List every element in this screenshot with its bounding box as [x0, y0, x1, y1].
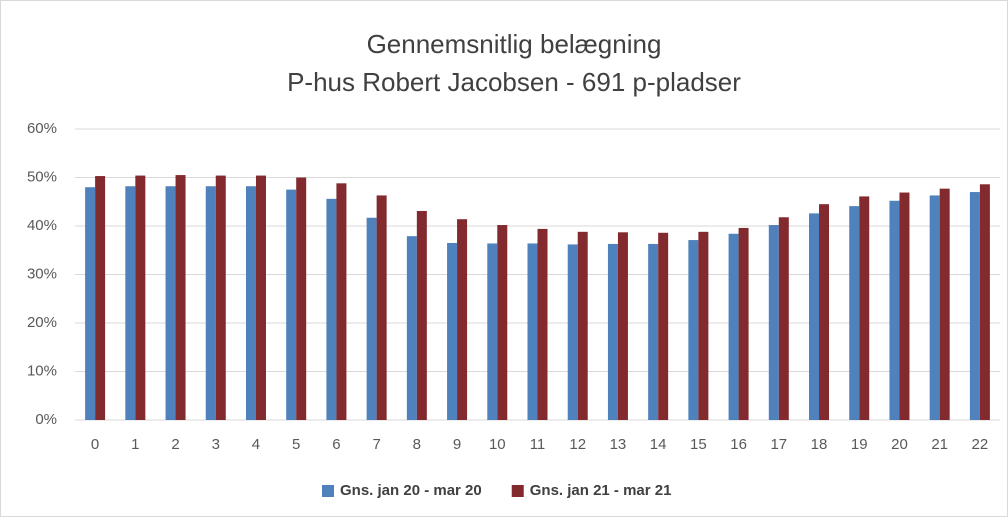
bar — [487, 243, 498, 420]
chart-subtitle: P-hus Robert Jacobsen - 691 p-pladser — [287, 67, 741, 97]
y-tick-label: 30% — [27, 265, 57, 282]
bar — [296, 177, 307, 420]
bar — [577, 231, 588, 420]
bar — [175, 175, 186, 420]
y-tick-label: 50% — [27, 168, 57, 185]
bar — [889, 200, 900, 420]
bar — [205, 186, 216, 420]
bar — [215, 175, 226, 420]
bar — [416, 210, 427, 420]
x-tick-label: 22 — [972, 436, 989, 453]
x-tick-label: 17 — [770, 436, 787, 453]
bar — [245, 186, 256, 420]
x-tick-label: 21 — [931, 436, 948, 453]
x-tick-label: 18 — [811, 436, 828, 453]
bar — [527, 243, 538, 420]
x-tick-label: 2 — [171, 436, 179, 453]
bar — [406, 236, 417, 420]
bar — [768, 225, 779, 420]
bar — [286, 189, 297, 420]
y-tick-label: 10% — [27, 362, 57, 379]
bar — [85, 187, 96, 420]
x-tick-label: 3 — [212, 436, 220, 453]
y-tick-label: 20% — [27, 314, 57, 331]
bar — [326, 198, 337, 420]
x-tick-label: 6 — [332, 436, 340, 453]
bar — [939, 188, 950, 420]
bar — [859, 196, 870, 420]
x-tick-label: 13 — [610, 436, 627, 453]
legend-label: Gns. jan 21 - mar 21 — [530, 482, 672, 499]
bar — [849, 206, 860, 420]
bar — [255, 175, 266, 420]
x-tick-label: 15 — [690, 436, 707, 453]
x-tick-label: 12 — [569, 436, 586, 453]
bar — [617, 232, 628, 420]
y-tick-label: 0% — [35, 411, 57, 428]
bar — [819, 204, 830, 420]
bar — [497, 225, 508, 420]
x-tick-label: 4 — [252, 436, 260, 453]
bar — [336, 183, 347, 420]
x-tick-label: 14 — [650, 436, 667, 453]
bar — [125, 186, 136, 420]
bar — [567, 244, 578, 420]
x-tick-label: 20 — [891, 436, 908, 453]
x-tick-label: 0 — [91, 436, 99, 453]
bar — [447, 242, 458, 420]
bar — [688, 240, 699, 420]
bar — [537, 228, 548, 420]
legend-swatch — [511, 485, 524, 497]
bar — [698, 231, 709, 420]
x-tick-label: 5 — [292, 436, 300, 453]
bar — [929, 195, 940, 420]
x-tick-label: 7 — [372, 436, 380, 453]
x-tick-label: 9 — [453, 436, 461, 453]
x-tick-label: 19 — [851, 436, 868, 453]
bar — [457, 219, 468, 420]
bar — [135, 175, 146, 420]
bar — [969, 192, 980, 420]
x-tick-label: 10 — [489, 436, 506, 453]
x-tick-label: 1 — [131, 436, 139, 453]
chart-title: Gennemsnitlig belægning — [367, 29, 662, 59]
bar — [366, 217, 377, 420]
legend-swatch — [322, 485, 334, 497]
y-tick-label: 40% — [27, 217, 57, 234]
bar — [778, 217, 789, 420]
legend-label: Gns. jan 20 - mar 20 — [340, 482, 482, 499]
bar — [95, 176, 106, 420]
bar — [607, 243, 618, 420]
bar — [376, 195, 387, 420]
bar — [658, 232, 669, 420]
bar — [728, 233, 739, 420]
x-tick-label: 11 — [530, 436, 546, 453]
bar — [738, 227, 749, 420]
bar — [979, 184, 990, 420]
bar — [165, 186, 176, 420]
x-tick-label: 16 — [730, 436, 747, 453]
bar — [648, 243, 659, 420]
y-tick-label: 60% — [27, 120, 57, 137]
bar — [899, 192, 910, 420]
x-tick-label: 8 — [413, 436, 421, 453]
bar — [809, 213, 820, 420]
